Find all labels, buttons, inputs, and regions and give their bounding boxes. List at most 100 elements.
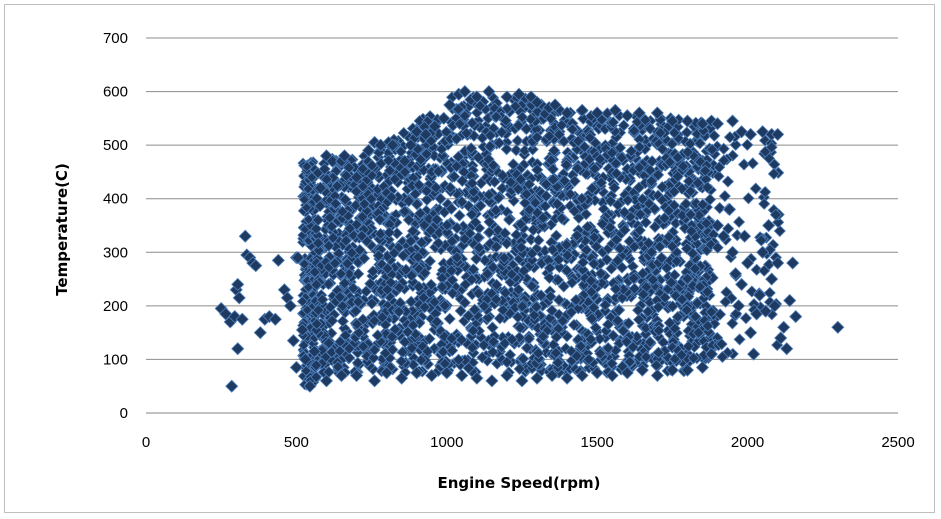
data-point [417,291,430,304]
data-point [481,311,494,324]
data-point [717,142,730,155]
y-tick-label: 500 [103,137,128,154]
data-point [489,204,503,217]
data-point [512,119,525,132]
data-point [405,342,418,355]
data-point [560,371,574,385]
data-point [448,170,461,183]
data-point [721,175,735,188]
x-tick-label: 500 [284,434,309,451]
data-point [526,254,539,267]
data-point [349,368,364,383]
data-point [472,287,485,300]
data-point [660,261,673,275]
data-point [516,300,529,313]
data-point [312,237,325,250]
data-point [349,170,364,184]
data-point [334,368,349,383]
data-point [612,304,626,317]
data-point [644,164,657,177]
data-point [608,103,622,117]
data-point [232,291,246,305]
data-point [633,224,646,237]
data-point [665,363,679,377]
data-point [635,363,649,377]
data-point [499,286,512,299]
data-point [699,164,712,177]
data-point [406,224,420,238]
data-point [780,342,794,356]
data-point [402,213,415,226]
data-point [386,343,399,356]
data-point [350,218,363,231]
data-point [662,204,675,217]
data-point [545,304,559,317]
data-point [632,304,645,317]
data-point [500,237,513,250]
data-point [462,362,475,375]
data-point [572,135,585,148]
data-point [711,241,724,254]
data-point [337,149,352,163]
data-point [381,283,394,296]
data-point [458,85,472,99]
data-point [621,194,634,207]
data-point [371,329,384,342]
data-point [324,301,337,314]
data-point [512,183,525,196]
data-point [238,229,252,243]
data-point [524,233,538,246]
data-point [605,262,618,275]
data-point [432,237,445,250]
data-point [500,90,514,104]
data-point [735,277,749,291]
data-point [503,213,516,226]
x-tick-label: 0 [142,434,150,451]
data-point [362,143,376,158]
plot-area [214,85,845,393]
data-point [620,335,633,348]
data-point [526,247,539,260]
data-point [769,208,782,221]
data-point [722,222,735,235]
data-point [343,222,356,235]
data-point [610,233,623,246]
data-point [777,320,791,334]
x-tick-label: 1000 [430,434,463,451]
data-point [311,213,325,227]
data-point [310,278,323,291]
y-tick-labels: 0 100 200 300 400 500 600 700 [103,30,128,422]
data-point [428,119,442,133]
data-point [452,103,465,116]
data-point [312,244,325,257]
data-point [663,156,676,169]
data-point [512,283,525,296]
data-point [375,258,388,271]
data-point [783,293,797,308]
data-point [334,267,347,280]
data-point [632,313,646,326]
data-point [658,291,671,304]
data-point [687,352,700,365]
data-point [478,300,491,313]
data-point [414,207,427,220]
data-point [730,307,743,320]
data-point [744,127,758,141]
data-point [692,326,705,339]
data-point [410,366,424,380]
data-point [495,126,508,139]
data-point [356,210,369,224]
data-point [425,368,439,383]
data-point [235,312,249,326]
data-point [347,282,360,295]
data-point [343,342,356,355]
data-point [383,226,396,239]
data-point [301,160,313,173]
data-point [653,240,666,253]
data-point [685,225,698,238]
y-tick-label: 700 [103,30,128,47]
data-point [652,324,665,337]
data-point [498,251,511,265]
data-point [412,251,425,264]
data-point [523,178,536,191]
